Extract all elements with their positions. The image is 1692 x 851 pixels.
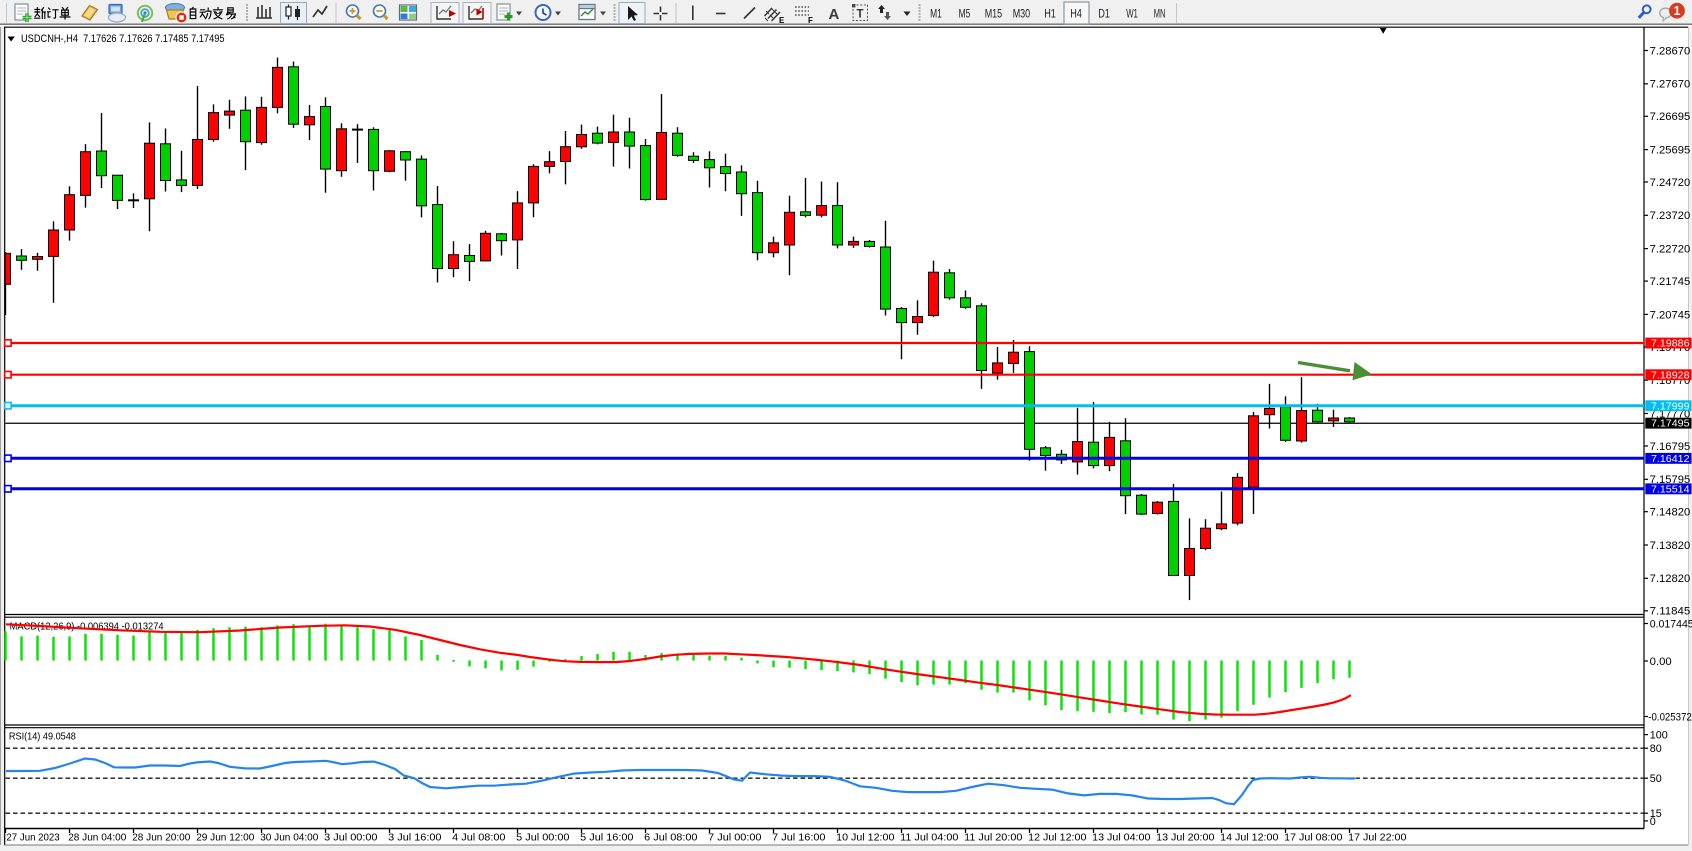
svg-text:7 Jul 00:00: 7 Jul 00:00 <box>708 832 762 843</box>
svg-text:7.22720: 7.22720 <box>1650 244 1691 256</box>
svg-text:MACD(12,26,9) -0.006394 -0.013: MACD(12,26,9) -0.006394 -0.013274 <box>10 622 164 633</box>
svg-text:1: 1 <box>1674 4 1681 18</box>
svg-text:10 Jul 12:00: 10 Jul 12:00 <box>836 832 894 843</box>
svg-text:M15: M15 <box>985 7 1003 21</box>
svg-text:30 Jun 04:00: 30 Jun 04:00 <box>260 832 318 843</box>
svg-text:M5: M5 <box>959 7 971 21</box>
svg-text:7.24720: 7.24720 <box>1650 177 1691 189</box>
svg-text:7.11845: 7.11845 <box>1650 606 1691 618</box>
svg-text:7.14820: 7.14820 <box>1650 507 1691 519</box>
svg-text:6 Jul 08:00: 6 Jul 08:00 <box>644 832 698 843</box>
svg-text:7.13820: 7.13820 <box>1650 540 1691 552</box>
svg-text:E: E <box>779 16 785 25</box>
svg-text:A: A <box>829 6 840 23</box>
svg-text:0: 0 <box>1650 816 1656 828</box>
svg-text:17 Jul 22:00: 17 Jul 22:00 <box>1348 832 1406 843</box>
svg-text:12 Jul 12:00: 12 Jul 12:00 <box>1028 832 1086 843</box>
svg-text:7.28670: 7.28670 <box>1650 45 1691 57</box>
svg-text:7.21745: 7.21745 <box>1650 276 1691 288</box>
svg-text:11 Jul 20:00: 11 Jul 20:00 <box>964 832 1022 843</box>
svg-text:7.18928: 7.18928 <box>1651 370 1690 381</box>
svg-text:7.16412: 7.16412 <box>1651 454 1690 465</box>
svg-text:7.25695: 7.25695 <box>1650 145 1691 157</box>
svg-text:USDCNH-,H4 7.17626 7.17626 7.: USDCNH-,H4 7.17626 7.17626 7.17485 7.174… <box>21 33 225 45</box>
svg-text:28 Jun 04:00: 28 Jun 04:00 <box>68 832 126 843</box>
svg-text:7.15514: 7.15514 <box>1651 484 1690 495</box>
svg-text:7.23720: 7.23720 <box>1650 210 1691 222</box>
svg-text:4 Jul 08:00: 4 Jul 08:00 <box>452 832 506 843</box>
svg-text:13 Jul 04:00: 13 Jul 04:00 <box>1092 832 1150 843</box>
svg-text:7.17770: 7.17770 <box>1650 408 1691 420</box>
svg-text:7.19886: 7.19886 <box>1651 339 1690 350</box>
svg-text:5 Jul 16:00: 5 Jul 16:00 <box>580 832 634 843</box>
svg-text:5 Jul 00:00: 5 Jul 00:00 <box>516 832 570 843</box>
svg-text:7 Jul 16:00: 7 Jul 16:00 <box>772 832 826 843</box>
svg-text:17 Jul 08:00: 17 Jul 08:00 <box>1284 832 1342 843</box>
svg-text:0.00: 0.00 <box>1650 656 1672 668</box>
svg-text:100: 100 <box>1650 730 1668 742</box>
svg-text:80: 80 <box>1650 743 1662 755</box>
svg-text:W1: W1 <box>1126 7 1138 21</box>
svg-text:0.017445: 0.017445 <box>1650 618 1692 630</box>
svg-text:7.12820: 7.12820 <box>1650 573 1691 585</box>
svg-text:M30: M30 <box>1013 7 1031 21</box>
svg-text:7.16795: 7.16795 <box>1650 441 1691 453</box>
svg-text:H4: H4 <box>1070 7 1082 21</box>
svg-text:3 Jul 16:00: 3 Jul 16:00 <box>388 832 442 843</box>
svg-text:29 Jun 12:00: 29 Jun 12:00 <box>196 832 254 843</box>
svg-text:T: T <box>857 9 864 21</box>
svg-text:-0.025372: -0.025372 <box>1648 711 1692 723</box>
svg-text:7.17999: 7.17999 <box>1651 401 1690 412</box>
svg-text:D1: D1 <box>1098 7 1110 21</box>
svg-text:3 Jul 00:00: 3 Jul 00:00 <box>324 832 378 843</box>
svg-text:28 Jun 20:00: 28 Jun 20:00 <box>132 832 190 843</box>
svg-text:14 Jul 12:00: 14 Jul 12:00 <box>1220 832 1278 843</box>
svg-text:M1: M1 <box>930 7 942 21</box>
svg-text:RSI(14) 49.0548: RSI(14) 49.0548 <box>9 732 76 743</box>
svg-text:MN: MN <box>1154 7 1166 21</box>
svg-text:7.17495: 7.17495 <box>1651 419 1690 430</box>
svg-text:13 Jul 20:00: 13 Jul 20:00 <box>1156 832 1214 843</box>
svg-text:7.20745: 7.20745 <box>1650 309 1691 321</box>
svg-text:F: F <box>808 16 813 25</box>
svg-text:7.26695: 7.26695 <box>1650 111 1691 123</box>
svg-text:7.15795: 7.15795 <box>1650 474 1691 486</box>
svg-text:11 Jul 04:00: 11 Jul 04:00 <box>900 832 958 843</box>
svg-text:H1: H1 <box>1044 7 1056 21</box>
svg-text:27 Jun 2023: 27 Jun 2023 <box>6 832 60 843</box>
svg-text:50: 50 <box>1650 773 1662 785</box>
svg-text:7.27670: 7.27670 <box>1650 79 1691 91</box>
svg-text:15: 15 <box>1650 808 1662 820</box>
